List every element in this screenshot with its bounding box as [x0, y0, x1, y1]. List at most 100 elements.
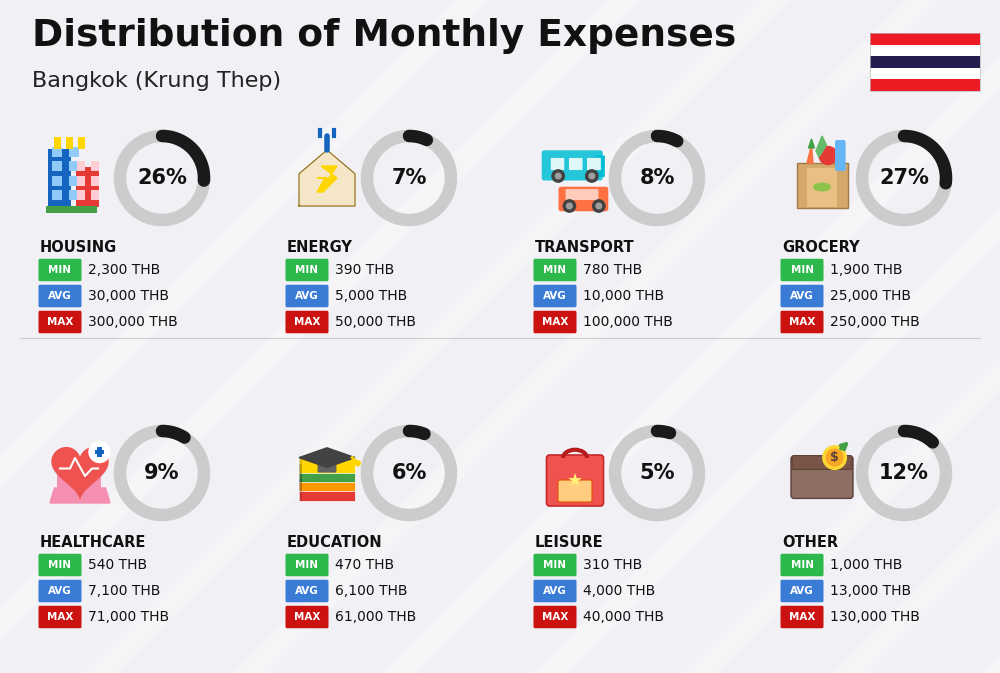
FancyBboxPatch shape	[91, 190, 99, 201]
FancyBboxPatch shape	[69, 162, 79, 172]
Text: AVG: AVG	[790, 291, 814, 301]
FancyBboxPatch shape	[299, 458, 355, 473]
Polygon shape	[50, 488, 110, 503]
FancyBboxPatch shape	[534, 311, 576, 333]
FancyBboxPatch shape	[781, 554, 824, 576]
FancyBboxPatch shape	[52, 147, 62, 157]
Text: 7,100 THB: 7,100 THB	[88, 584, 160, 598]
Text: $: $	[830, 451, 839, 464]
FancyBboxPatch shape	[286, 258, 328, 281]
FancyBboxPatch shape	[38, 285, 82, 308]
Text: 6%: 6%	[391, 463, 427, 483]
FancyBboxPatch shape	[78, 474, 90, 491]
Text: MIN: MIN	[790, 265, 814, 275]
Text: 71,000 THB: 71,000 THB	[88, 610, 169, 624]
Text: AVG: AVG	[790, 586, 814, 596]
FancyBboxPatch shape	[534, 258, 576, 281]
Text: 8%: 8%	[639, 168, 675, 188]
Text: AVG: AVG	[295, 586, 319, 596]
FancyBboxPatch shape	[78, 137, 85, 149]
FancyBboxPatch shape	[57, 474, 69, 491]
Text: 5,000 THB: 5,000 THB	[335, 289, 407, 303]
FancyBboxPatch shape	[69, 147, 79, 157]
Text: LEISURE: LEISURE	[535, 535, 604, 550]
FancyBboxPatch shape	[566, 189, 598, 200]
FancyBboxPatch shape	[792, 456, 852, 469]
Circle shape	[826, 449, 843, 466]
FancyBboxPatch shape	[835, 140, 846, 171]
Text: Distribution of Monthly Expenses: Distribution of Monthly Expenses	[32, 18, 736, 54]
FancyBboxPatch shape	[568, 157, 583, 170]
FancyBboxPatch shape	[52, 162, 62, 172]
Text: 26%: 26%	[137, 168, 187, 188]
FancyBboxPatch shape	[38, 606, 82, 629]
Circle shape	[596, 203, 602, 209]
FancyBboxPatch shape	[781, 579, 824, 602]
Circle shape	[89, 441, 110, 462]
FancyBboxPatch shape	[68, 474, 80, 491]
FancyBboxPatch shape	[596, 155, 605, 177]
FancyBboxPatch shape	[534, 606, 576, 629]
Text: 300,000 THB: 300,000 THB	[88, 315, 178, 329]
Text: AVG: AVG	[295, 291, 319, 301]
FancyBboxPatch shape	[38, 554, 82, 576]
FancyBboxPatch shape	[76, 167, 99, 207]
Text: 390 THB: 390 THB	[335, 263, 394, 277]
FancyBboxPatch shape	[52, 176, 62, 186]
Text: 27%: 27%	[879, 168, 929, 188]
Text: 1,000 THB: 1,000 THB	[830, 558, 902, 572]
Text: MIN: MIN	[48, 265, 72, 275]
Polygon shape	[809, 139, 815, 148]
FancyBboxPatch shape	[97, 447, 102, 457]
FancyBboxPatch shape	[38, 311, 82, 333]
Text: AVG: AVG	[48, 586, 72, 596]
FancyBboxPatch shape	[558, 480, 592, 502]
FancyBboxPatch shape	[54, 137, 61, 149]
Text: MAX: MAX	[542, 612, 568, 622]
FancyBboxPatch shape	[550, 157, 565, 170]
FancyBboxPatch shape	[534, 285, 576, 308]
FancyBboxPatch shape	[299, 479, 302, 501]
Text: AVG: AVG	[543, 291, 567, 301]
Text: ★: ★	[567, 472, 583, 489]
Text: HEALTHCARE: HEALTHCARE	[40, 535, 146, 550]
FancyBboxPatch shape	[299, 464, 355, 482]
FancyBboxPatch shape	[46, 206, 97, 213]
Text: MIN: MIN	[48, 560, 72, 570]
FancyBboxPatch shape	[299, 473, 355, 491]
Text: AVG: AVG	[543, 586, 567, 596]
FancyBboxPatch shape	[781, 285, 824, 308]
Polygon shape	[797, 163, 848, 208]
FancyBboxPatch shape	[52, 190, 62, 201]
FancyBboxPatch shape	[870, 44, 980, 57]
Polygon shape	[816, 136, 826, 157]
Circle shape	[567, 203, 572, 209]
FancyBboxPatch shape	[542, 150, 603, 180]
Circle shape	[563, 200, 576, 212]
Text: 310 THB: 310 THB	[583, 558, 642, 572]
FancyBboxPatch shape	[318, 456, 336, 472]
Ellipse shape	[813, 182, 831, 192]
FancyBboxPatch shape	[91, 176, 99, 186]
FancyBboxPatch shape	[534, 579, 576, 602]
FancyBboxPatch shape	[558, 186, 608, 211]
Text: 130,000 THB: 130,000 THB	[830, 610, 920, 624]
Circle shape	[593, 200, 605, 212]
Circle shape	[823, 446, 846, 469]
Text: MAX: MAX	[47, 317, 73, 327]
Text: MAX: MAX	[542, 317, 568, 327]
Text: MIN: MIN	[544, 560, 566, 570]
Text: Bangkok (Krung Thep): Bangkok (Krung Thep)	[32, 71, 281, 91]
FancyBboxPatch shape	[299, 464, 302, 482]
Text: 780 THB: 780 THB	[583, 263, 642, 277]
Text: 6,100 THB: 6,100 THB	[335, 584, 408, 598]
FancyBboxPatch shape	[807, 168, 837, 207]
Polygon shape	[807, 145, 813, 163]
Text: AVG: AVG	[48, 291, 72, 301]
Text: 540 THB: 540 THB	[88, 558, 147, 572]
Text: 50,000 THB: 50,000 THB	[335, 315, 416, 329]
Text: MIN: MIN	[544, 265, 566, 275]
FancyBboxPatch shape	[48, 149, 71, 207]
Text: 4,000 THB: 4,000 THB	[583, 584, 655, 598]
FancyBboxPatch shape	[286, 285, 328, 308]
